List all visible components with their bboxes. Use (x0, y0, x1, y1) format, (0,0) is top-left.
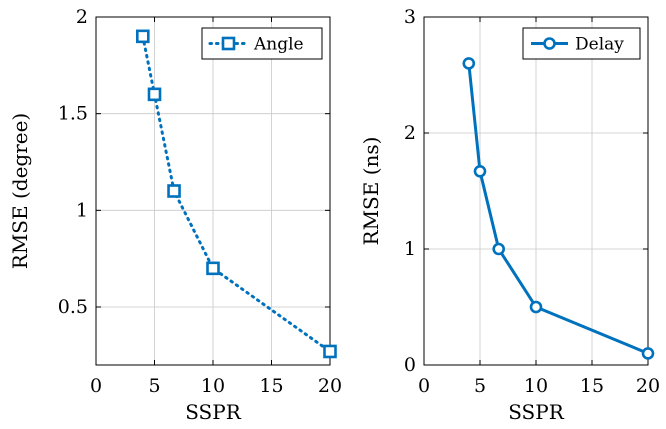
x-tick-label: 5 (474, 375, 486, 397)
x-tick-label: 20 (636, 375, 660, 397)
x-tick-label: 0 (90, 375, 102, 397)
data-point (167, 184, 181, 198)
y-tick-label: 1 (76, 199, 88, 221)
x-tick-label: 0 (418, 375, 430, 397)
y-tick-label: 1 (404, 238, 416, 260)
legend-label: Delay (575, 35, 624, 55)
data-point (206, 261, 220, 276)
x-axis-label: SSPR (185, 400, 242, 424)
y-tick-label: 2 (76, 6, 88, 28)
y-tick-label: 0 (404, 354, 416, 376)
data-point (529, 300, 543, 314)
y-tick-label: 2 (404, 122, 416, 144)
x-tick-label: 15 (259, 375, 283, 397)
y-axis-label: RMSE (degree) (8, 113, 32, 269)
data-point (641, 347, 655, 360)
data-point (136, 29, 150, 44)
y-tick-label: 3 (404, 6, 416, 28)
y-tick-label: 0.5 (58, 296, 88, 318)
x-tick-label: 10 (201, 375, 225, 397)
data-point (492, 242, 506, 256)
x-tick-label: 10 (524, 375, 548, 397)
legend-marker (221, 36, 236, 51)
x-axis-label: SSPR (508, 400, 565, 424)
legend-marker (543, 37, 556, 50)
chart-panel-1: 0 5 10 15 20 0.5 1 1.5 2 SSPR RMSE (degree) Angle (8, 6, 342, 424)
y-axis-label: RMSE (ns) (359, 137, 383, 246)
chart-panel-2: 0 5 10 15 20 0 1 2 3 SSPR RMSE (ns) Delay (359, 6, 660, 424)
data-point (147, 87, 162, 102)
data-point (462, 57, 476, 70)
legend-label: Angle (253, 35, 304, 55)
x-tick-label: 20 (318, 375, 342, 397)
x-tick-label: 5 (148, 375, 160, 397)
legend: Delay (522, 27, 641, 60)
y-tick-label: 1.5 (58, 103, 88, 125)
legend: Angle (201, 27, 323, 60)
data-point (473, 164, 487, 178)
series-line-delay (467, 63, 649, 355)
x-tick-label: 15 (580, 375, 604, 397)
data-point (323, 344, 337, 359)
